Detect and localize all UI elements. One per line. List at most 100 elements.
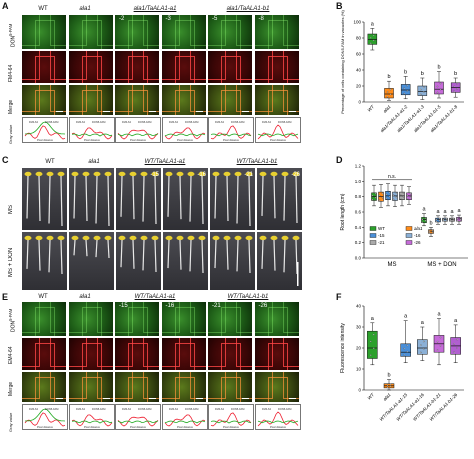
cell-wall	[174, 20, 195, 49]
data-point	[420, 88, 422, 91]
data-point	[388, 195, 391, 198]
x-axis-label: Pixel distance	[37, 425, 54, 429]
x-tick-label: WT	[367, 391, 376, 400]
data-point	[373, 39, 375, 42]
col-header-wt: WT	[38, 6, 48, 12]
data-point	[406, 198, 409, 200]
tile-don: -15	[115, 302, 159, 336]
gray-value-plot: FM4-64 DON5-FAM Pixel distance	[115, 404, 161, 430]
data-point	[456, 219, 459, 222]
data-point	[435, 220, 438, 223]
cell-wall	[174, 90, 195, 115]
scale-bar	[149, 110, 156, 112]
chart-d-svg: 0.0 0.2 0.4 0.6 0.8 1.0 1.2 Root length (cm) MS a…	[340, 164, 468, 268]
data-point	[420, 344, 422, 346]
seedlings-svg: -26	[259, 171, 301, 224]
cell-wall	[68, 302, 87, 333]
data-point	[436, 349, 439, 351]
gray-value-plot: FM4-64 DON5-FAM Pixel distance	[22, 404, 68, 430]
legend-label: ala1	[414, 226, 423, 231]
legend-fm464: FM4-64	[169, 407, 178, 411]
fm464-profile-line	[24, 125, 66, 140]
chart-d: 0.0 0.2 0.4 0.6 0.8 1.0 1.2 Root length (cm) MS a…	[338, 160, 472, 295]
seedling-tile-ms-don	[116, 232, 161, 290]
cell-wall	[115, 302, 133, 333]
cotyledon	[118, 235, 126, 241]
fm464-profile-line	[257, 411, 298, 427]
cell-wall	[81, 307, 102, 336]
cotyledon	[198, 171, 206, 177]
cotyledon	[24, 171, 32, 177]
data-point	[439, 82, 442, 85]
box	[367, 33, 378, 45]
cell-wall	[115, 51, 133, 80]
cell-wall	[35, 20, 55, 49]
significance-letter: a	[450, 209, 454, 215]
data-point	[439, 88, 442, 91]
tile-merge	[115, 372, 159, 402]
cell-wall	[128, 20, 148, 49]
cell-wall	[50, 302, 66, 333]
panel-label-c: C	[2, 155, 9, 165]
y-tick-label: 100	[353, 20, 361, 25]
data-point	[423, 91, 425, 93]
cell-wall	[35, 377, 55, 402]
cotyledon	[292, 171, 300, 177]
box	[435, 217, 441, 223]
cell-wall	[236, 338, 252, 367]
legend-fm464: FM4-64	[215, 407, 224, 411]
data-point	[403, 92, 405, 95]
data-point	[456, 83, 458, 85]
line-number: -8	[258, 16, 264, 22]
cell-wall	[96, 51, 113, 80]
x-axis-label: Pixel distance	[269, 138, 286, 142]
gray-value-plot: FM4-64 DON5-FAM Pixel distance	[208, 404, 254, 430]
root	[283, 239, 286, 273]
cell-wall	[68, 372, 87, 399]
tile-fm464	[22, 338, 66, 370]
data-point	[456, 347, 458, 349]
tile-fm464	[254, 51, 299, 83]
chart-b-svg: 0 20 40 60 80 100 Percentage of cells containi…	[340, 10, 464, 133]
root	[38, 239, 41, 271]
cell-wall	[115, 85, 133, 112]
box	[417, 85, 428, 96]
y-tick-label: 40	[356, 68, 362, 73]
gray-value-plot: FM4-64 DON5-FAM Pixel distance	[208, 117, 254, 143]
cell-wall	[50, 372, 66, 399]
data-point	[386, 91, 389, 93]
root	[85, 175, 88, 222]
significance-letter: a	[443, 209, 447, 215]
data-point	[442, 218, 445, 221]
data-point	[403, 354, 405, 356]
cell-wall	[50, 15, 66, 46]
root	[167, 239, 170, 269]
cotyledon	[212, 235, 220, 241]
row-label-ms-don: MS + DON	[8, 247, 14, 277]
x-axis-label: Pixel distance	[130, 138, 147, 142]
gray-value-plot: FM4-64 DON5-FAM Pixel distance	[68, 404, 115, 430]
cotyledon	[35, 235, 43, 241]
don-profile-line	[210, 133, 251, 137]
cell-wall	[128, 343, 148, 370]
y-tick-label: 0.4	[355, 225, 362, 230]
cell-wall	[282, 85, 299, 112]
seedling-tile-ms: -26	[257, 168, 302, 230]
root	[85, 239, 88, 257]
don-profile-line	[117, 420, 159, 424]
tile-don: -2	[115, 15, 159, 49]
cell-wall	[189, 302, 206, 333]
cell-wall	[96, 338, 113, 367]
cell-wall	[50, 338, 66, 367]
fm464-profile-line	[24, 412, 66, 427]
legend-swatch	[405, 233, 413, 238]
y-tick-label: 80	[356, 36, 362, 41]
scale-bar	[297, 262, 299, 286]
chart-b: 0 20 40 60 80 100 Percentage of cells containi…	[338, 10, 472, 155]
root	[107, 175, 110, 227]
legend-label: -26	[414, 240, 421, 245]
root	[154, 175, 157, 225]
data-point	[406, 350, 408, 353]
cell-wall	[208, 372, 226, 399]
col-header-wt: WT	[45, 159, 55, 165]
